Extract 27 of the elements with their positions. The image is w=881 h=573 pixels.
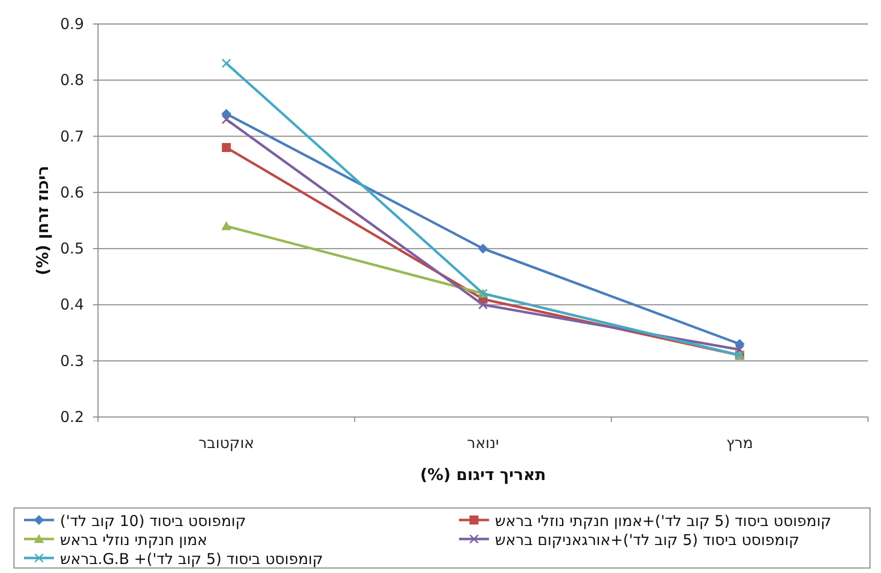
point	[221, 108, 232, 119]
y-tick-label: 0.2	[60, 408, 84, 426]
point	[221, 221, 232, 230]
point	[734, 344, 744, 354]
y-tick-label: 0.9	[60, 15, 84, 33]
x-tick-label: ינואר	[467, 434, 499, 452]
point	[478, 244, 488, 254]
legend-label: קומפוסט ביסוד (5 קוב לד')+אורגאניקום בראש	[495, 531, 800, 549]
point	[222, 143, 231, 152]
y-axis-title: ריכוז זרחן (%)	[33, 166, 52, 276]
point	[734, 339, 745, 350]
point	[478, 300, 488, 310]
y-tick-label: 0.6	[60, 183, 84, 202]
point	[222, 58, 232, 68]
y-tick-label: 0.4	[60, 296, 84, 314]
legend-label: אמון חנקתי נוזלי בראש	[60, 531, 208, 549]
y-tick-label: 0.7	[60, 127, 84, 146]
x-axis-title: תאריך דיגום (%)	[420, 465, 546, 484]
legend-label: קומפוסט ביסוד (5 קוב לד')+אמון חנקתי נוזלי בראש	[495, 512, 832, 530]
legend-label: קומפוסט ביסוד (10 קוב לד')	[60, 512, 246, 530]
y-tick-label: 0.8	[60, 71, 84, 90]
legend-label: קומפוסט ביסוד (5 קוב לד')+ G.B.בראש	[60, 550, 324, 568]
x-tick-label: אוקטובר	[198, 434, 254, 452]
y-tick-label: 0.3	[60, 352, 84, 370]
x-tick-label: מרץ	[726, 434, 754, 452]
point	[222, 114, 232, 124]
y-tick-label: 0.5	[60, 240, 84, 258]
